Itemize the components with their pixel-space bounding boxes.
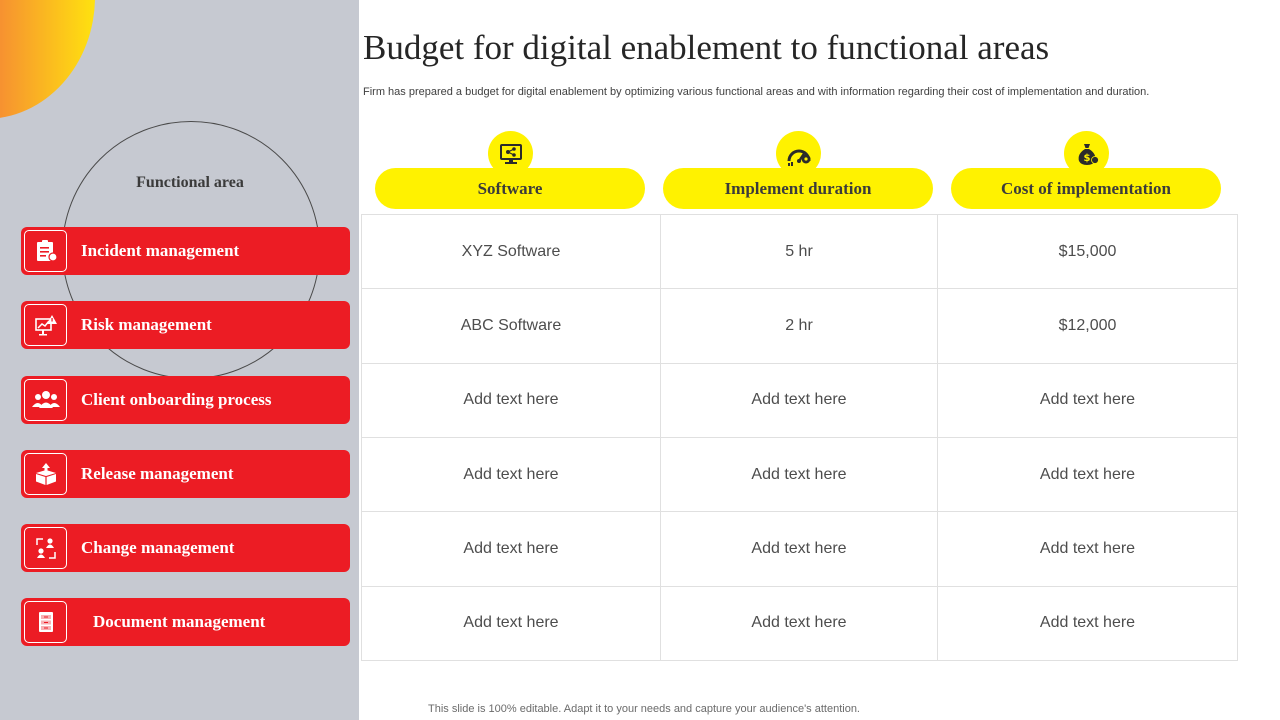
table-cell-software: Add text here <box>361 362 661 438</box>
table-row: Add text here Add text here Add text her… <box>361 436 1238 513</box>
area-item-label: Client onboarding process <box>81 390 272 409</box>
risk-warning-icon <box>24 304 67 346</box>
budget-table: XYZ Software 5 hr $15,000 ABC Software 2… <box>361 213 1238 662</box>
area-item-incident-management[interactable]: Incident management <box>21 227 350 275</box>
table-cell-software: ABC Software <box>361 288 661 364</box>
table-cell-cost: $12,000 <box>937 288 1238 364</box>
table-row: Add text here Add text here Add text her… <box>361 585 1238 662</box>
table-cell-software: Add text here <box>361 585 661 662</box>
table-cell-duration: Add text here <box>660 362 938 438</box>
table-cell-duration: Add text here <box>660 436 938 513</box>
area-item-label: Change management <box>81 538 235 557</box>
table-cell-duration: Add text here <box>660 511 938 587</box>
table-row: Add text here Add text here Add text her… <box>361 511 1238 587</box>
functional-area-label: Functional area <box>136 174 244 191</box>
table-row: Add text here Add text here Add text her… <box>361 362 1238 438</box>
page-subtitle: Firm has prepared a budget for digital e… <box>363 86 1150 98</box>
table-cell-duration: Add text here <box>660 585 938 662</box>
area-item-label: Incident management <box>81 241 240 260</box>
area-item-client-onboarding-process[interactable]: Client onboarding process <box>21 376 350 424</box>
table-cell-cost: Add text here <box>937 511 1238 587</box>
table-cell-software: XYZ Software <box>361 213 661 290</box>
page-title: Budget for digital enablement to functio… <box>363 28 1050 67</box>
release-box-icon <box>24 453 67 495</box>
area-item-label: Release management <box>81 464 234 483</box>
table-cell-cost: Add text here <box>937 362 1238 438</box>
column-header-software: Software <box>375 168 645 209</box>
table-cell-cost: Add text here <box>937 585 1238 662</box>
area-item-release-management[interactable]: Release management <box>21 450 350 498</box>
column-header-implement-duration: Implement duration <box>663 168 933 209</box>
area-item-risk-management[interactable]: Risk management <box>21 301 350 349</box>
decorative-gradient-circle <box>0 0 95 119</box>
table-row: XYZ Software 5 hr $15,000 <box>361 213 1238 290</box>
column-header-cost-of-implementation: Cost of implementation <box>951 168 1221 209</box>
table-cell-duration: 5 hr <box>660 213 938 290</box>
users-group-icon <box>24 379 67 421</box>
table-cell-cost: $15,000 <box>937 213 1238 290</box>
document-cabinet-icon <box>24 601 67 643</box>
incident-report-icon <box>24 230 67 272</box>
table-cell-duration: 2 hr <box>660 288 938 364</box>
table-cell-software: Add text here <box>361 511 661 587</box>
svg-text:$: $ <box>1083 153 1090 164</box>
footer-note: This slide is 100% editable. Adapt it to… <box>428 703 860 715</box>
change-users-icon <box>24 527 67 569</box>
left-panel: Functional area Incident management <box>0 0 359 720</box>
table-cell-software: Add text here <box>361 436 661 513</box>
area-item-change-management[interactable]: Change management <box>21 524 350 572</box>
area-item-label: Document management <box>93 612 266 631</box>
table-row: ABC Software 2 hr $12,000 <box>361 288 1238 364</box>
area-item-label: Risk management <box>81 315 212 334</box>
table-cell-cost: Add text here <box>937 436 1238 513</box>
area-item-document-management[interactable]: Document management <box>21 598 350 646</box>
